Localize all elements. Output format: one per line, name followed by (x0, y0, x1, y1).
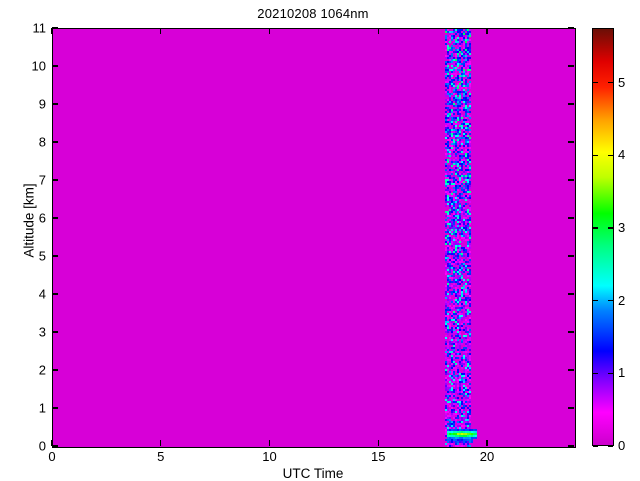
x-tick-label: 5 (157, 449, 165, 464)
colorbar-tick-mark (608, 81, 613, 84)
y-tick-mark-right (568, 407, 574, 409)
y-tick-label: 5 (38, 248, 46, 264)
heatmap-image (53, 29, 575, 447)
y-tick-label: 6 (38, 210, 46, 226)
y-tick-label: 2 (38, 362, 46, 378)
x-tick-label: 0 (48, 449, 56, 464)
y-tick-mark-right (568, 141, 574, 143)
y-tick-label: 9 (38, 96, 46, 112)
y-tick-mark-right (568, 369, 574, 371)
y-tick-label: 10 (31, 58, 46, 74)
colorbar[interactable] (592, 28, 614, 446)
y-tick-mark (52, 293, 58, 295)
y-tick-label: 0 (38, 438, 46, 454)
y-tick-mark-right (568, 65, 574, 67)
heatmap-axes[interactable] (52, 28, 576, 448)
y-tick-label: 7 (38, 172, 46, 188)
x-tick-mark (160, 440, 162, 446)
colorbar-tick-label: 1 (618, 365, 626, 381)
x-tick-mark (51, 440, 53, 446)
y-tick-mark-right (568, 27, 574, 29)
colorbar-tick-mark (608, 299, 613, 302)
y-tick-mark-right (568, 255, 574, 257)
x-tick-mark-top (377, 28, 379, 34)
y-tick-mark-right (568, 217, 574, 219)
colorbar-tick-mark (593, 445, 598, 447)
colorbar-tick-mark (608, 372, 613, 374)
y-tick-label: 8 (38, 134, 46, 150)
y-tick-label: 1 (38, 400, 46, 416)
colorbar-tick-mark (593, 372, 598, 374)
colorbar-tick-mark (593, 299, 598, 302)
y-tick-mark (52, 407, 58, 409)
colorbar-tick-label: 5 (618, 74, 626, 90)
y-tick-mark (52, 445, 58, 447)
y-tick-mark (52, 331, 58, 333)
x-tick-mark-top (160, 28, 162, 34)
x-tick-mark-top (51, 28, 53, 34)
y-tick-mark (52, 103, 58, 105)
y-tick-mark (52, 27, 58, 29)
y-tick-mark-right (568, 103, 574, 105)
y-tick-label: 3 (38, 324, 46, 340)
y-tick-mark (52, 369, 58, 371)
colorbar-tick-mark (608, 445, 613, 447)
x-tick-label: 15 (371, 449, 386, 464)
x-tick-label: 10 (262, 449, 277, 464)
colorbar-tick-label: 0 (618, 438, 626, 453)
y-axis-label: Altitude [km] (21, 183, 37, 258)
y-tick-mark-right (568, 445, 574, 447)
x-tick-label: 20 (479, 449, 495, 464)
colorbar-tick-label: 4 (618, 147, 626, 163)
y-tick-label: 11 (32, 20, 47, 36)
y-tick-mark-right (568, 179, 574, 181)
x-tick-mark-top (486, 28, 488, 34)
x-tick-mark (268, 440, 271, 446)
page-title: 20210208 1064nm (257, 6, 369, 21)
colorbar-tick-mark (608, 227, 613, 229)
x-tick-mark (486, 440, 488, 446)
y-tick-mark (52, 65, 58, 67)
x-axis-label: UTC Time (282, 466, 344, 481)
y-tick-mark (52, 255, 58, 257)
colorbar-tick-label: 2 (618, 292, 626, 308)
colorbar-tick-mark (608, 154, 613, 156)
y-tick-mark (52, 217, 58, 219)
y-tick-label: 4 (38, 286, 46, 302)
y-tick-mark (52, 141, 58, 143)
x-tick-mark-top (268, 28, 271, 34)
colorbar-tick-label: 3 (618, 219, 626, 235)
y-tick-mark-right (568, 293, 574, 295)
colorbar-tick-mark (593, 154, 598, 156)
colorbar-tick-mark (593, 81, 598, 84)
colorbar-tick-mark (593, 227, 598, 229)
y-tick-mark-right (568, 331, 574, 333)
x-tick-mark (377, 440, 379, 446)
colorbar-gradient (592, 28, 614, 446)
y-tick-mark (52, 179, 58, 181)
